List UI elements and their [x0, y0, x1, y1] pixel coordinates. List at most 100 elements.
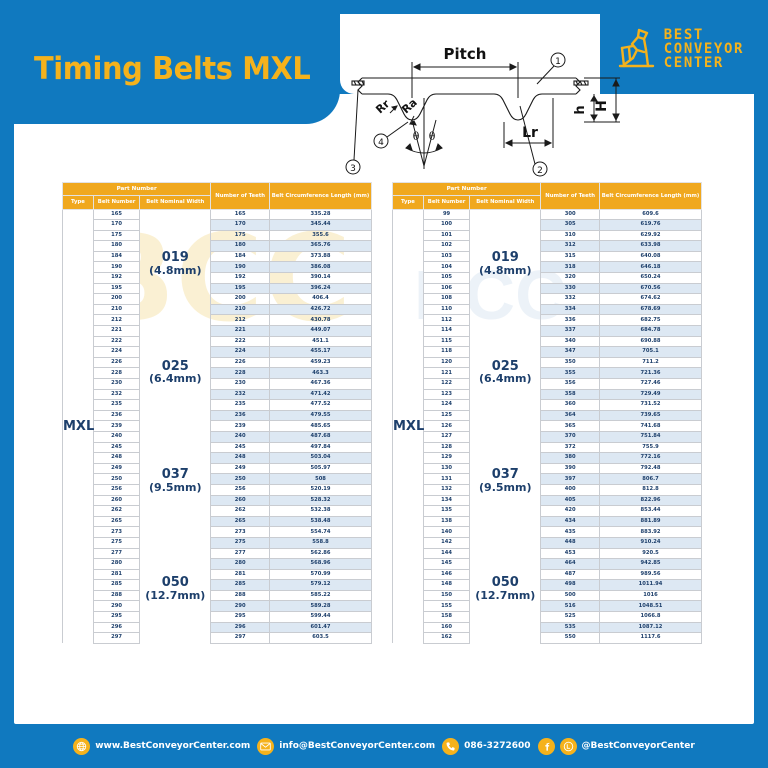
cell-belt-number: 200 [92, 293, 141, 305]
table-row: 100 305 619.76 [393, 219, 702, 231]
footer-social[interactable]: @BestConveyorCenter [537, 737, 695, 755]
cell-number-of-teeth: 336 [540, 314, 600, 327]
footer-website[interactable]: www.BestConveyorCenter.com [73, 737, 250, 755]
cell-number-of-teeth: 236 [210, 409, 270, 422]
cell-circumference-length: 471.42 [269, 388, 372, 401]
table-row: 239 239 485.65 [63, 420, 372, 432]
cell-number-of-teeth: 340 [540, 335, 600, 348]
cell-number-of-teeth: 240 [210, 430, 270, 443]
table-row: 158 525 1066.8 [393, 611, 702, 623]
cell-number-of-teeth: 245 [210, 441, 270, 454]
diagram-callout-4: 4 [378, 138, 384, 148]
cell-belt-number: 262 [92, 505, 141, 517]
cell-number-of-teeth: 334 [540, 303, 600, 316]
table-row: 250 250 508 [63, 473, 372, 485]
conveyor-robot-icon [617, 26, 657, 72]
cell-number-of-teeth: 273 [210, 526, 270, 538]
cell-number-of-teeth: 275 [210, 536, 270, 549]
belt-spec-table-right: Part Number Number of Teeth Belt Circumf… [391, 181, 702, 644]
table-row: 262 262 532.38 [63, 505, 372, 517]
cell-circumference-length: 373.88 [269, 250, 372, 263]
footer-social-text: @BestConveyorCenter [581, 741, 695, 751]
cell-number-of-teeth: 230 [210, 378, 270, 390]
cell-number-of-teeth: 260 [210, 494, 270, 507]
cell-circumference-length: 532.38 [269, 505, 372, 517]
header-number-of-teeth: Number of Teeth [210, 182, 270, 210]
table-row: MXL 165 019 (4.8mm) 025 (6.4mm) 037 (9.5mm) 050(… [62, 208, 372, 644]
cell-circumference-length: 455.17 [269, 346, 372, 358]
cell-belt-number: 240 [92, 430, 141, 443]
cell-circumference-length: 558.8 [269, 536, 372, 549]
width-option-037: 037 (9.5mm) [149, 468, 201, 493]
cell-belt-number: 295 [92, 611, 141, 623]
cell-circumference-length: 711.2 [599, 356, 702, 369]
cell-belt-number: 118 [422, 346, 471, 358]
cell-number-of-teeth: 498 [540, 579, 600, 591]
header-type: Type [392, 195, 424, 210]
cell-number-of-teeth: 249 [210, 462, 270, 475]
cell-number-of-teeth: 434 [540, 515, 600, 528]
facebook-icon[interactable] [537, 737, 555, 755]
cell-number-of-teeth: 200 [210, 293, 270, 305]
cell-number-of-teeth: 332 [540, 293, 600, 305]
cell-number-of-teeth: 315 [540, 250, 600, 263]
cell-circumference-length: 1066.8 [599, 611, 702, 623]
table-row: 281 281 570.99 [63, 568, 372, 581]
cell-number-of-teeth: 305 [540, 219, 600, 231]
cell-number-of-teeth: 347 [540, 346, 600, 358]
cell-circumference-length: 390.14 [269, 272, 372, 284]
cell-number-of-teeth: 358 [540, 388, 600, 401]
cell-number-of-teeth: 500 [540, 589, 600, 602]
width-option-025: 025 (6.4mm) [479, 359, 531, 385]
footer-email-text: info@BestConveyorCenter.com [279, 741, 436, 751]
table-row: 236 236 479.55 [63, 409, 372, 422]
diagram-theta-2: θ [429, 130, 436, 143]
table-row: 126 365 741.68 [393, 420, 702, 432]
cell-circumference-length: 812.8 [599, 483, 702, 496]
cell-circumference-length: 503.04 [269, 452, 372, 464]
belt-table-right: Part Number Number of Teeth Belt Circumf… [391, 181, 702, 644]
width-option-019: 019 (4.8mm) [479, 251, 531, 276]
table-row: 144 453 920.5 [393, 547, 702, 560]
cell-number-of-teeth: 212 [210, 314, 270, 327]
cell-type: MXL [62, 209, 94, 644]
table-row: 104 318 646.18 [393, 261, 702, 274]
belt-spec-table-left: Part Number Number of Teeth Belt Circumf… [61, 181, 372, 644]
cell-number-of-teeth: 239 [210, 420, 270, 432]
diagram-rr-label: Rr [373, 97, 392, 116]
table-row: 140 435 883.92 [393, 526, 702, 538]
header-notch [340, 14, 600, 94]
header-circumference: Belt Circumference Length (mm) [269, 182, 372, 210]
cell-number-of-teeth: 175 [210, 229, 270, 242]
cell-belt-number: 138 [422, 515, 471, 528]
cell-belt-number: 180 [92, 240, 141, 252]
width-code: 037 [491, 467, 519, 483]
cell-circumference-length: 1087.12 [599, 621, 702, 634]
cell-circumference-length: 853.44 [599, 505, 702, 517]
cell-circumference-length: 562.86 [269, 547, 372, 560]
table-row: 125 364 739.65 [393, 409, 702, 422]
footer-phone[interactable]: 086-3272600 [442, 737, 531, 755]
table-row: 245 245 497.84 [63, 441, 372, 454]
cell-circumference-length: 485.65 [269, 420, 372, 432]
table-row: 105 320 650.24 [393, 272, 702, 284]
cell-belt-number: 273 [92, 526, 141, 538]
cell-circumference-length: 497.84 [269, 441, 372, 454]
line-icon[interactable] [559, 737, 577, 755]
table-row: 224 224 455.17 [63, 346, 372, 358]
cell-belt-number: 135 [422, 505, 471, 517]
table-row: 228 228 463.3 [63, 367, 372, 379]
table-row: 297 297 603.5 [63, 632, 372, 644]
table-row: 249 249 505.97 [63, 462, 372, 475]
header-belt-nominal-width: Belt Nominal Width [139, 195, 212, 210]
logo-wordmark: BEST CONVEYOR CENTER [664, 27, 744, 70]
belt-profile-diagram: Pitch Lr H [344, 36, 644, 181]
diagram-lr-label: Lr [522, 125, 538, 141]
diagram-callout-1: 1 [555, 57, 561, 67]
cell-circumference-length: 1011.94 [599, 579, 702, 591]
table-row: 210 210 426.72 [63, 303, 372, 316]
cell-number-of-teeth: 320 [540, 272, 600, 284]
cell-belt-number: 296 [92, 621, 141, 634]
cell-belt-number: 99 [422, 208, 471, 221]
footer-email[interactable]: info@BestConveyorCenter.com [257, 737, 436, 755]
